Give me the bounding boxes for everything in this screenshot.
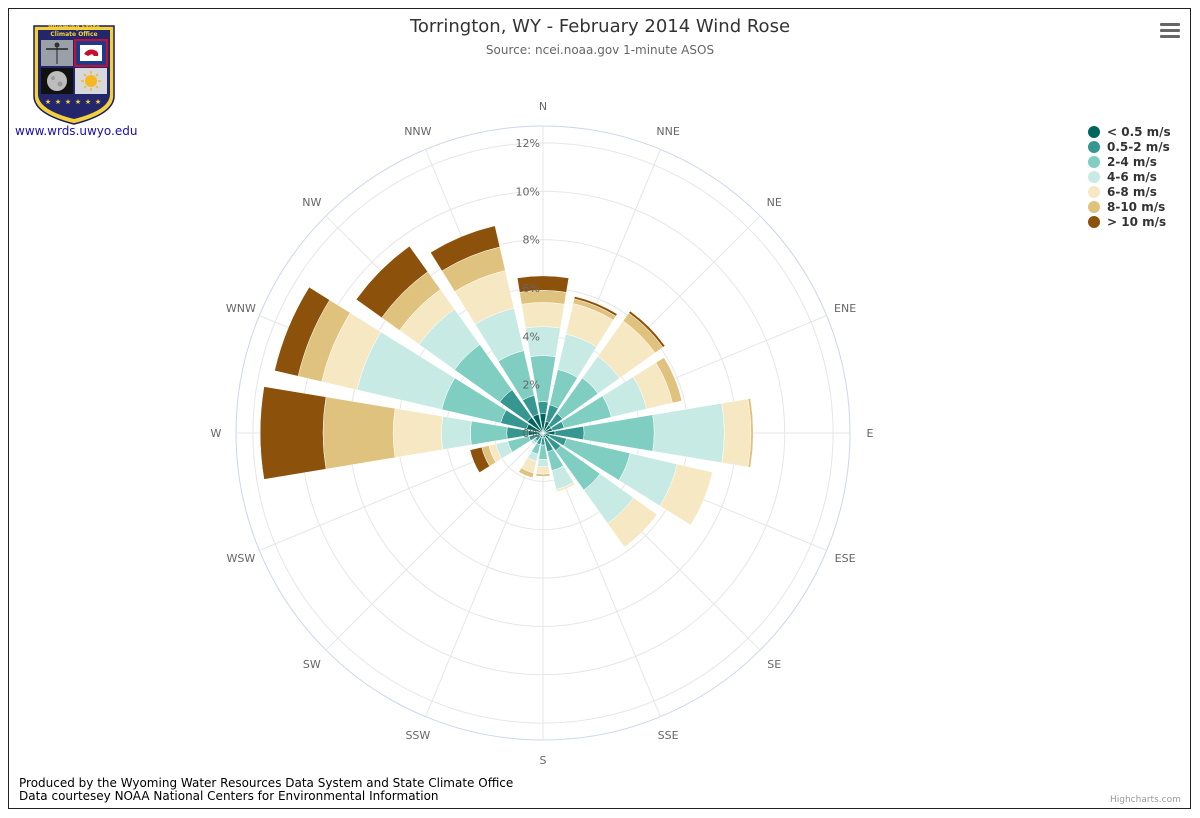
direction-label-wnw: WNW	[226, 302, 256, 315]
legend-marker	[1088, 125, 1100, 138]
legend-marker	[1088, 170, 1100, 183]
bar-s-series-4	[535, 466, 551, 475]
bar-n-series-1	[537, 401, 549, 415]
direction-label-nw: NW	[302, 196, 321, 209]
legend-item[interactable]: 8-10 m/s	[1088, 199, 1171, 214]
footer-line-1: Produced by the Wyoming Water Resources …	[19, 776, 514, 790]
bar-n-series-6	[516, 275, 570, 293]
svg-text:★: ★	[75, 98, 81, 106]
stars-row: ★ ★ ★ ★ ★ ★	[45, 98, 101, 106]
legend-label: 0.5-2 m/s	[1107, 139, 1170, 154]
direction-label-sse: SSE	[658, 729, 679, 742]
legend-marker	[1088, 155, 1100, 168]
direction-label-e: E	[867, 427, 874, 440]
grid-spoke	[325, 432, 544, 651]
grid-spoke	[425, 432, 544, 717]
radial-tick-label: 10%	[516, 185, 540, 198]
radial-tick-label: 4%	[523, 330, 540, 343]
bar-e-series-3	[652, 402, 725, 464]
legend-label: > 10 m/s	[1107, 214, 1167, 229]
chart-title: Torrington, WY - February 2014 Wind Rose	[409, 16, 791, 37]
radial-tick-label: 2%	[523, 379, 540, 392]
bar-sw-series-3	[530, 439, 537, 446]
direction-label-n: N	[539, 100, 547, 113]
bar-ne-series-6	[628, 310, 666, 348]
direction-label-sw: SW	[303, 658, 321, 671]
website-link[interactable]: www.wrds.uwyo.edu	[15, 124, 138, 138]
bar-ssw-series-5	[518, 467, 535, 479]
direction-label-se: SE	[767, 658, 781, 671]
bar-e-series-4	[721, 398, 752, 468]
bar-ese-series-4	[659, 463, 713, 526]
direction-label-ssw: SSW	[405, 729, 430, 742]
wyoming-climate-office-logo: Wyoming State Climate Office ★ ★ ★ ★ ★ ★	[33, 24, 115, 125]
legend-label: 6-8 m/s	[1107, 184, 1157, 199]
footer-line-2: Data courtesey NOAA National Centers for…	[19, 789, 439, 803]
legend-item[interactable]: > 10 m/s	[1088, 214, 1171, 229]
chart-subtitle: Source: ncei.noaa.gov 1-minute ASOS	[485, 43, 715, 57]
legend-item[interactable]: 0.5-2 m/s	[1088, 139, 1171, 154]
svg-text:★: ★	[45, 98, 51, 106]
direction-label-nnw: NNW	[404, 125, 431, 138]
bar-w-series-4	[392, 408, 444, 458]
direction-label-ese: ESE	[835, 552, 856, 565]
bar-se-series-4	[607, 497, 658, 548]
svg-text:★: ★	[65, 98, 71, 106]
logo-text-line1: Wyoming State	[48, 24, 100, 31]
direction-label-ne: NE	[767, 196, 782, 209]
radial-tick-label: 0%	[523, 427, 540, 440]
bar-w-series-3	[441, 416, 472, 450]
footer-credits: Produced by the Wyoming Water Resources …	[19, 777, 513, 803]
bar-e-series-5	[747, 398, 754, 468]
bar-ene-series-5	[655, 357, 683, 404]
legend-item[interactable]: 6-8 m/s	[1088, 184, 1171, 199]
legend-label: 4-6 m/s	[1107, 169, 1157, 184]
legend-label: < 0.5 m/s	[1107, 124, 1171, 139]
direction-label-wsw: WSW	[227, 552, 256, 565]
direction-label-w: W	[211, 427, 222, 440]
hamburger-icon	[1160, 23, 1180, 26]
legend-label: 8-10 m/s	[1107, 199, 1166, 214]
highcharts-credits-link[interactable]: Highcharts.com	[1110, 795, 1181, 805]
radial-tick-label: 8%	[523, 234, 540, 247]
radial-tick-label: 6%	[523, 282, 540, 295]
bar-s-series-5	[535, 473, 551, 477]
legend-item[interactable]: 4-6 m/s	[1088, 169, 1171, 184]
bar-sse-series-4	[555, 481, 576, 493]
bar-n-series-4	[521, 302, 565, 329]
bar-nnw-series-6	[430, 225, 501, 272]
bar-nne-series-6	[573, 296, 618, 317]
legend-marker	[1088, 140, 1100, 153]
bar-w-series-5	[322, 396, 396, 470]
legend-item[interactable]: 2-4 m/s	[1088, 154, 1171, 169]
svg-text:★: ★	[95, 98, 101, 106]
bar-w-series-6	[260, 386, 327, 480]
bar-w-series-2	[470, 420, 508, 446]
bar-s-series-3	[537, 458, 549, 468]
legend-marker	[1088, 200, 1100, 213]
bar-wsw-series-6	[469, 446, 491, 473]
legend-marker	[1088, 185, 1100, 198]
direction-label-s: S	[540, 754, 547, 767]
context-menu-button[interactable]	[1158, 20, 1182, 42]
legend-marker	[1088, 215, 1100, 228]
legend-item[interactable]: < 0.5 m/s	[1088, 124, 1171, 139]
radial-tick-label: 12%	[516, 137, 540, 150]
bar-wnw-series-6	[274, 286, 331, 377]
legend-label: 2-4 m/s	[1107, 154, 1157, 169]
direction-label-ene: ENE	[834, 302, 856, 315]
direction-label-nne: NNE	[656, 125, 679, 138]
chart-legend: < 0.5 m/s 0.5-2 m/s 2-4 m/s 4-6 m/s 6-8 m/s 8…	[1088, 124, 1171, 229]
svg-text:★: ★	[55, 98, 61, 106]
bar-nw-series-6	[355, 245, 429, 319]
svg-text:★: ★	[85, 98, 91, 106]
logo-text-line2: Climate Office	[50, 31, 97, 38]
